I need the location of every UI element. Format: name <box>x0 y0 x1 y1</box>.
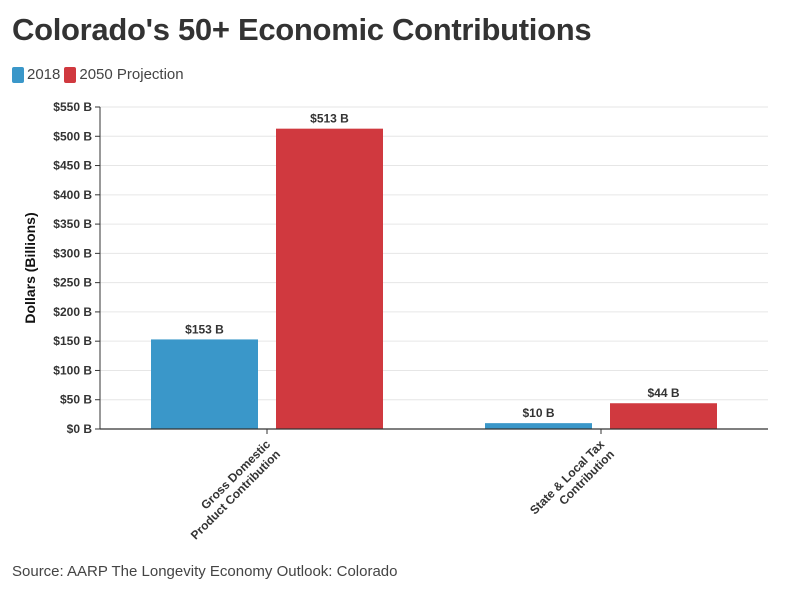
data-label: $513 B <box>310 112 349 126</box>
x-tick-label: Gross DomesticProduct Contribution <box>178 437 283 542</box>
y-tick-label: $350 B <box>53 217 92 231</box>
bar-2018-0[interactable] <box>151 339 258 429</box>
legend-item-2018[interactable]: 2018 <box>12 66 60 83</box>
y-tick-label: $200 B <box>53 305 92 319</box>
legend-swatch-2018 <box>12 66 24 83</box>
legend: 2018 2050 Projection <box>12 66 188 83</box>
bar-2050-0[interactable] <box>276 128 383 430</box>
y-tick-label: $250 B <box>53 276 92 290</box>
y-tick-label: $100 B <box>53 363 92 377</box>
axes <box>99 107 768 430</box>
bar-2050-1[interactable] <box>610 403 717 429</box>
y-tick-label: $300 B <box>53 246 92 260</box>
bar-2018-1[interactable] <box>485 423 592 429</box>
chart-title: Colorado's 50+ Economic Contributions <box>12 12 592 47</box>
data-label: $153 B <box>185 322 224 336</box>
y-tick-label: $50 B <box>60 393 92 407</box>
gridlines <box>100 106 768 401</box>
y-tick-label: $150 B <box>53 334 92 348</box>
legend-label-2050: 2050 Projection <box>79 66 184 83</box>
bars <box>151 128 717 430</box>
data-label: $44 B <box>647 386 679 400</box>
y-tick-label: $550 B <box>53 100 92 114</box>
y-tick-label: $450 B <box>53 159 92 173</box>
y-tick-label: $0 B <box>67 422 93 436</box>
x-tick-label: State & Local TaxContribution <box>527 437 617 527</box>
legend-label-2018: 2018 <box>27 66 61 83</box>
legend-item-2050[interactable]: 2050 Projection <box>64 66 184 83</box>
y-axis-ticks: $0 B $50 B $100 B $150 B $200 B $250 B $300 B $… <box>53 100 100 436</box>
source-note: Source: AARP The Longevity Economy Outlo… <box>12 563 398 580</box>
data-labels: $153 B $513 B $10 B $44 B <box>185 112 680 420</box>
x-axis-ticks: Gross DomesticProduct Contribution State … <box>178 429 617 542</box>
y-axis-title: Dollars (Billions) <box>22 212 38 323</box>
y-tick-label: $400 B <box>53 188 92 202</box>
data-label: $10 B <box>522 406 554 420</box>
y-tick-label: $500 B <box>53 129 92 143</box>
legend-swatch-2050 <box>64 66 77 83</box>
